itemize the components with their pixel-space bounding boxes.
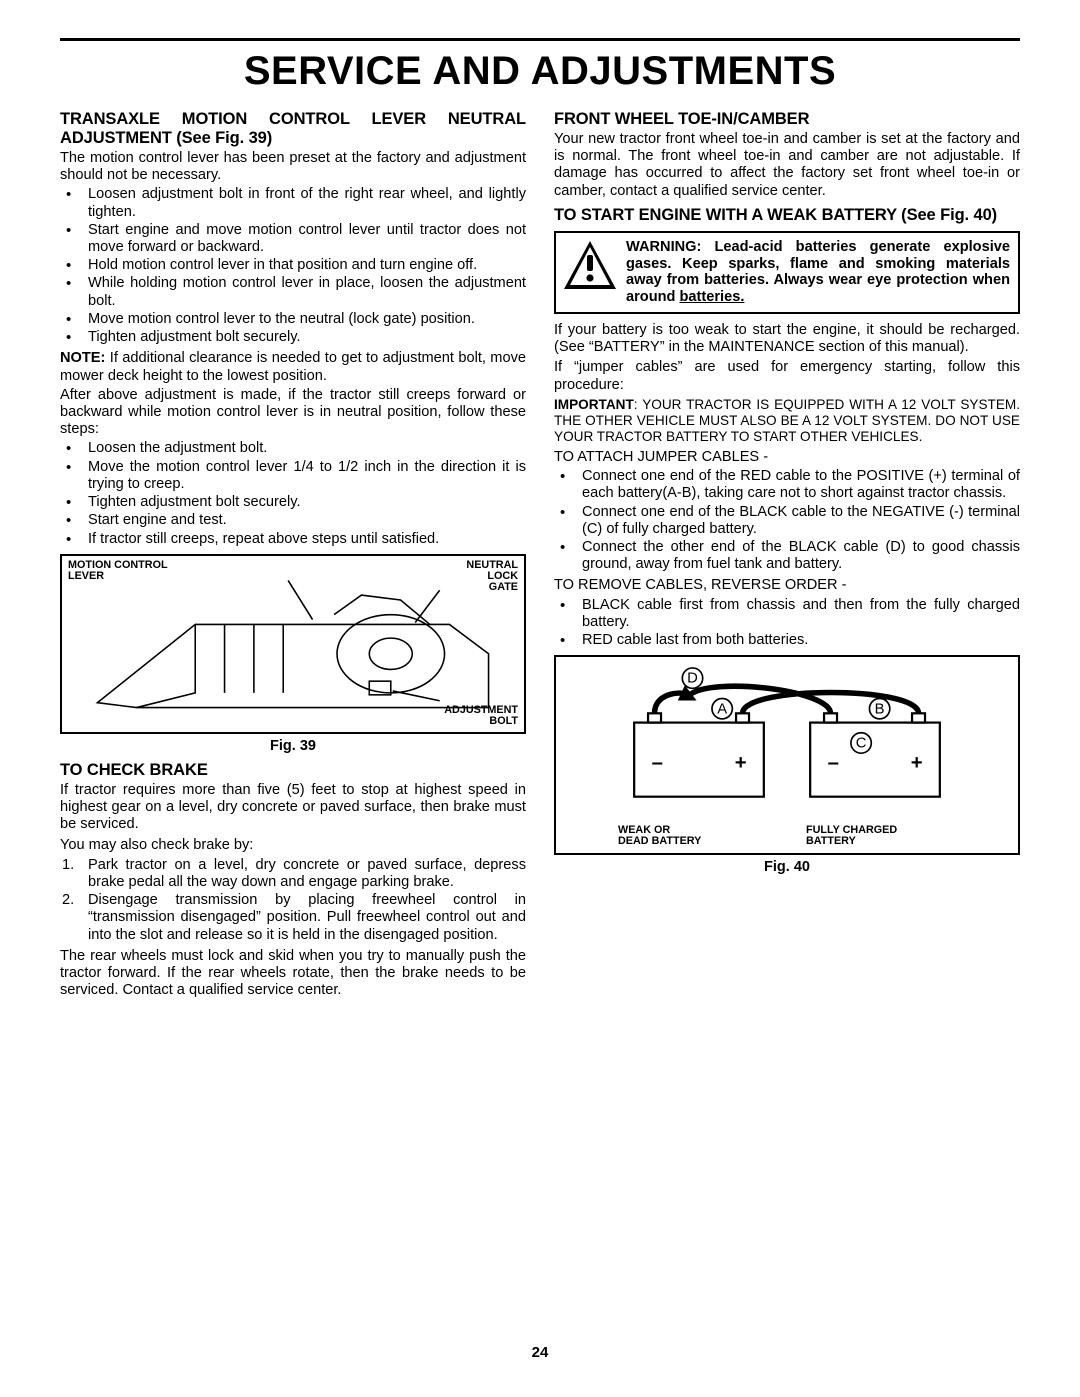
list-item: Tighten adjustment bolt securely. — [60, 329, 526, 346]
list-item: Loosen the adjustment bolt. — [60, 440, 526, 457]
numbered-list: 1.Park tractor on a level, dry concrete … — [60, 857, 526, 944]
paragraph: You may also check brake by: — [60, 837, 526, 854]
list-item: 2.Disengage transmission by placing free… — [60, 892, 526, 944]
figure-40-illustration: A B C D – + – + — [566, 667, 1008, 843]
paragraph: If “jumper cables” are used for emergenc… — [554, 359, 1020, 393]
list-item: Connect one end of the RED cable to the … — [554, 468, 1020, 502]
list-item: RED cable last from both batteries. — [554, 632, 1020, 649]
list-item: Tighten adjustment bolt securely. — [60, 494, 526, 511]
fig39-label-neutral: NEUTRAL LOCK GATE — [466, 560, 518, 594]
list-item: Start engine and move motion control lev… — [60, 222, 526, 256]
list-item: Loosen adjustment bolt in front of the r… — [60, 186, 526, 220]
warning-text-underline: batteries. — [680, 289, 745, 305]
top-rule — [60, 38, 1020, 41]
paragraph: If your battery is too weak to start the… — [554, 322, 1020, 356]
fig39-label-motion: MOTION CONTROL LEVER — [68, 560, 168, 583]
important-label: IMPORTANT — [554, 397, 634, 412]
note-paragraph: NOTE: If additional clearance is needed … — [60, 350, 526, 384]
list-item-text: Park tractor on a level, dry concrete or… — [88, 857, 526, 890]
bullet-list: BLACK cable first from chassis and then … — [554, 597, 1020, 650]
note-text: If additional clearance is needed to get… — [60, 350, 526, 383]
figure-39-box: MOTION CONTROL LEVER NEUTRAL LOCK GATE A… — [60, 554, 526, 734]
list-item: If tractor still creeps, repeat above st… — [60, 531, 526, 548]
list-item: Move motion control lever to the neutral… — [60, 311, 526, 328]
fig39-label-bolt: ADJUSTMENT BOLT — [444, 705, 518, 728]
warning-triangle-icon — [562, 239, 618, 291]
svg-text:A: A — [717, 702, 727, 718]
list-item: Start engine and test. — [60, 512, 526, 529]
sub-head-attach: TO ATTACH JUMPER CABLES - — [554, 449, 1020, 466]
left-column: TRANSAXLE MOTION CONTROL LEVER NEUTRAL A… — [60, 108, 526, 1001]
section-head-brake: TO CHECK BRAKE — [60, 761, 526, 780]
bullet-list: Connect one end of the RED cable to the … — [554, 468, 1020, 573]
two-column-layout: TRANSAXLE MOTION CONTROL LEVER NEUTRAL A… — [60, 108, 1020, 1001]
paragraph: After above adjustment is made, if the t… — [60, 387, 526, 439]
svg-text:–: – — [652, 752, 663, 774]
section-head-transaxle: TRANSAXLE MOTION CONTROL LEVER NEUTRAL A… — [60, 110, 526, 148]
list-item: Hold motion control lever in that positi… — [60, 257, 526, 274]
page-title: SERVICE AND ADJUSTMENTS — [60, 49, 1020, 94]
list-item: Connect one end of the BLACK cable to th… — [554, 504, 1020, 538]
fig40-label-full: FULLY CHARGED BATTERY — [806, 825, 897, 848]
right-column: FRONT WHEEL TOE-IN/CAMBER Your new tract… — [554, 108, 1020, 1001]
section-head-weak-battery: TO START ENGINE WITH A WEAK BATTERY (See… — [554, 206, 1020, 225]
paragraph: Your new tractor front wheel toe-in and … — [554, 131, 1020, 200]
important-paragraph: IMPORTANT: YOUR TRACTOR IS EQUIPPED WITH… — [554, 397, 1020, 445]
section-head-toe-in: FRONT WHEEL TOE-IN/CAMBER — [554, 110, 1020, 129]
bullet-list: Loosen the adjustment bolt. Move the mot… — [60, 440, 526, 547]
svg-text:C: C — [856, 736, 867, 752]
list-item: 1.Park tractor on a level, dry concrete … — [60, 857, 526, 891]
list-item: While holding motion control lever in pl… — [60, 275, 526, 309]
warning-box: WARNING: Lead-acid batteries generate ex… — [554, 231, 1020, 314]
bullet-list: Loosen adjustment bolt in front of the r… — [60, 186, 526, 346]
warning-text: WARNING: Lead-acid batteries generate ex… — [626, 239, 1010, 306]
note-label: NOTE: — [60, 350, 105, 366]
svg-text:–: – — [828, 752, 839, 774]
figure-40-caption: Fig. 40 — [554, 859, 1020, 876]
svg-text:+: + — [911, 752, 923, 774]
svg-text:D: D — [687, 671, 698, 687]
list-item: BLACK cable first from chassis and then … — [554, 597, 1020, 631]
list-item: Move the motion control lever 1/4 to 1/2… — [60, 459, 526, 493]
sub-head-remove: TO REMOVE CABLES, REVERSE ORDER - — [554, 577, 1020, 594]
list-item-text: Disengage transmission by placing freewh… — [88, 892, 526, 942]
paragraph: The rear wheels must lock and skid when … — [60, 948, 526, 1000]
figure-39-caption: Fig. 39 — [60, 738, 526, 755]
figure-40-box: A B C D – + – + WEAK OR DEAD BATTERY FUL… — [554, 655, 1020, 855]
list-item: Connect the other end of the BLACK cable… — [554, 539, 1020, 573]
svg-text:+: + — [735, 752, 747, 774]
svg-text:B: B — [875, 702, 885, 718]
fig40-label-weak: WEAK OR DEAD BATTERY — [618, 825, 701, 848]
paragraph: If tractor requires more than five (5) f… — [60, 782, 526, 834]
page-number: 24 — [0, 1344, 1080, 1361]
paragraph: The motion control lever has been preset… — [60, 150, 526, 184]
